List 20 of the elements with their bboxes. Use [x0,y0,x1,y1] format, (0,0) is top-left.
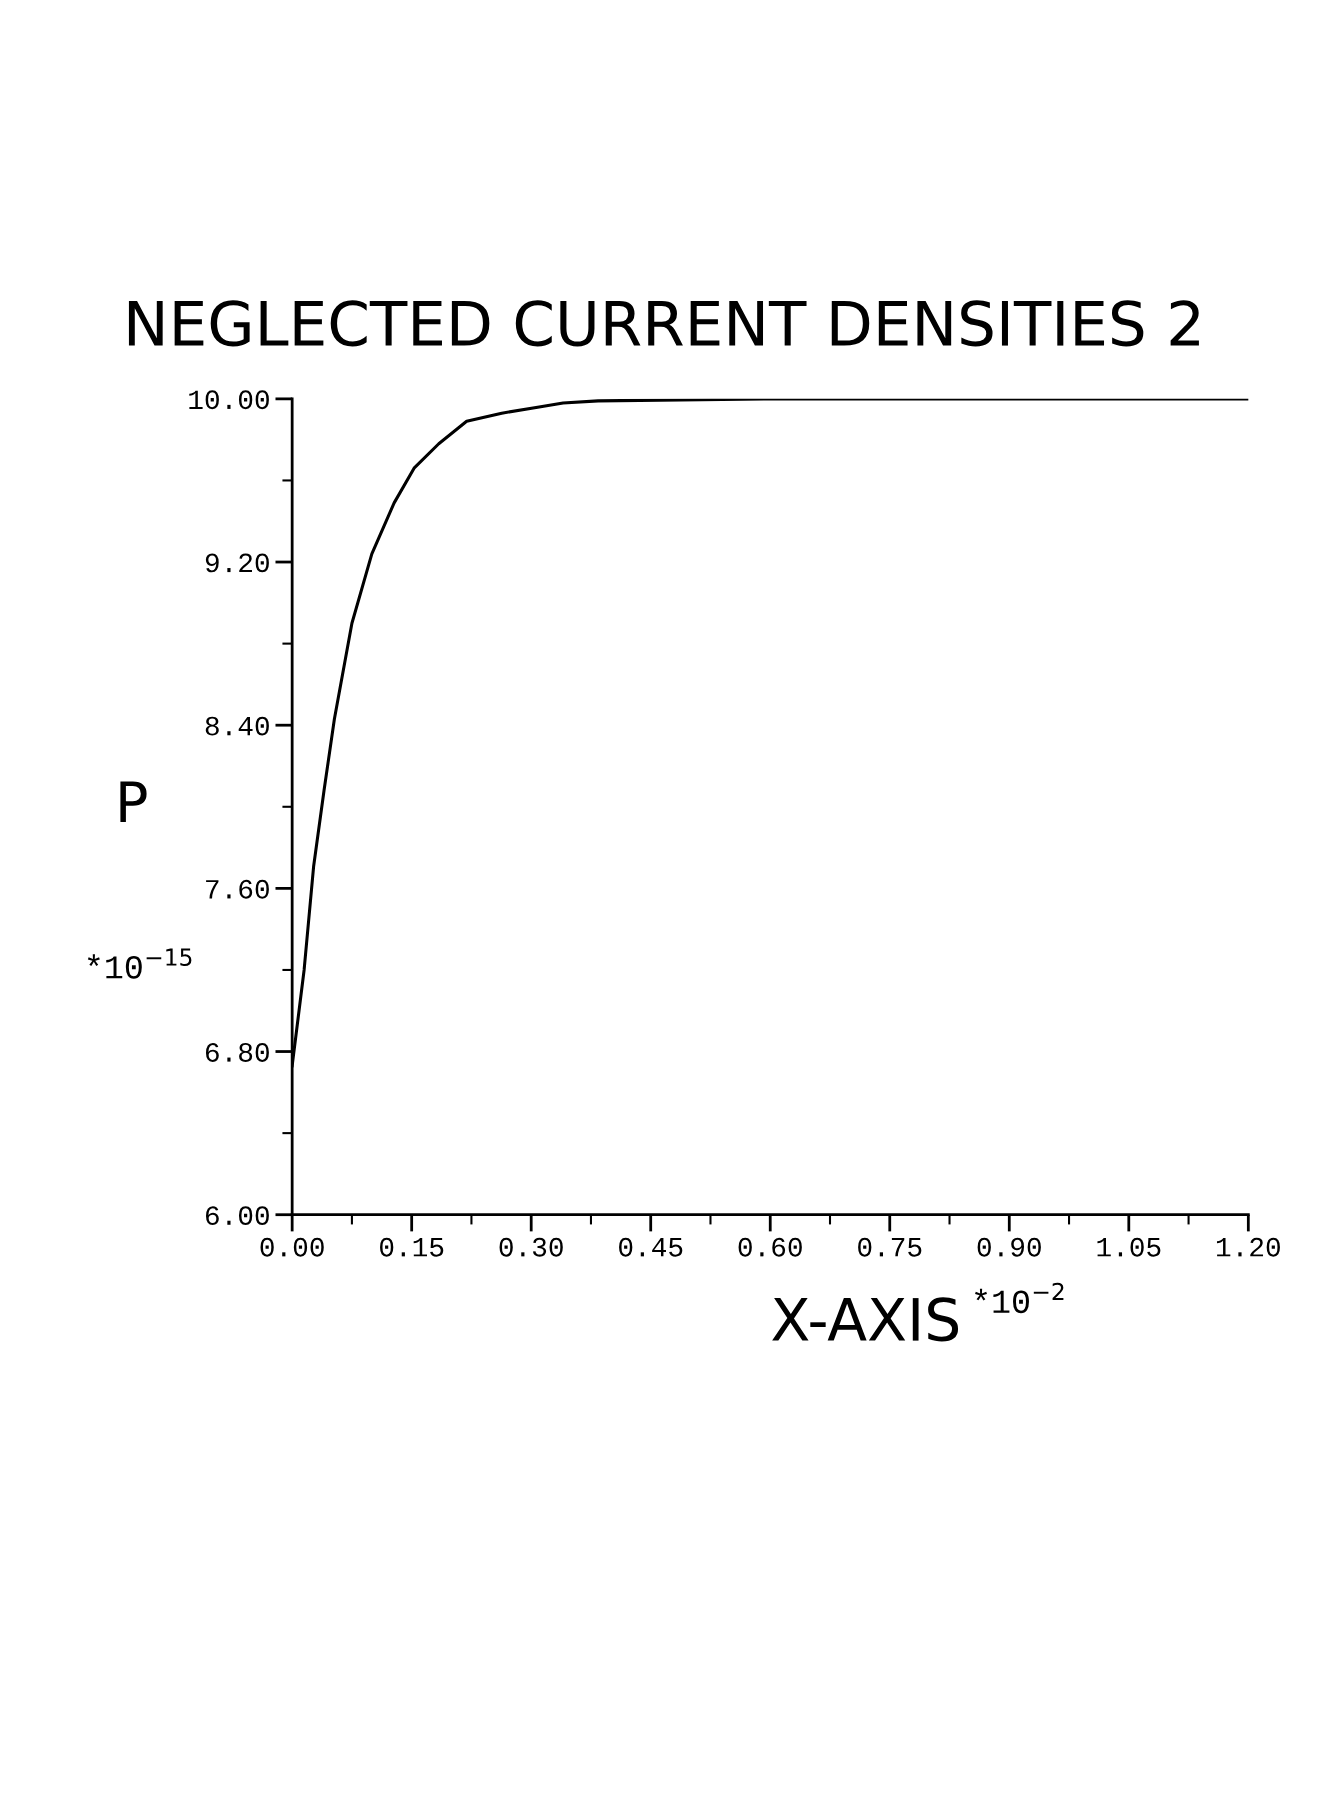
x-axis-title: X-AXIS [772,1297,959,1342]
y-tick-label: 7.60 [206,879,269,899]
x-tick-label: 0.60 [738,1237,802,1257]
x-tick-label: 0.00 [260,1237,324,1257]
y-tick-label: 10.00 [189,390,269,410]
x-tick-label: 0.90 [977,1237,1041,1257]
text: *10$^{−2}$ [975,1282,1064,1314]
y-tick-label: 6.80 [206,1043,269,1062]
chart-title: NEGLECTED CURRENT DENSITIES 2 [128,300,1199,347]
x-tick-label: 0.75 [858,1237,922,1257]
x-tick-label: 1.05 [1097,1237,1161,1257]
y-axis-title: P [120,781,147,823]
x-tick-label: 0.15 [380,1237,444,1257]
y-tick-label: 6.00 [206,1206,269,1226]
text: *10$^{−15}$ [87,948,192,979]
x-tick-label: 0.45 [619,1237,683,1257]
x-tick-label: 1.20 [1216,1237,1280,1257]
y-tick-label: 8.40 [205,716,269,736]
x-tick-label: 0.30 [499,1237,563,1257]
y-tick-label: 9.20 [205,553,269,573]
